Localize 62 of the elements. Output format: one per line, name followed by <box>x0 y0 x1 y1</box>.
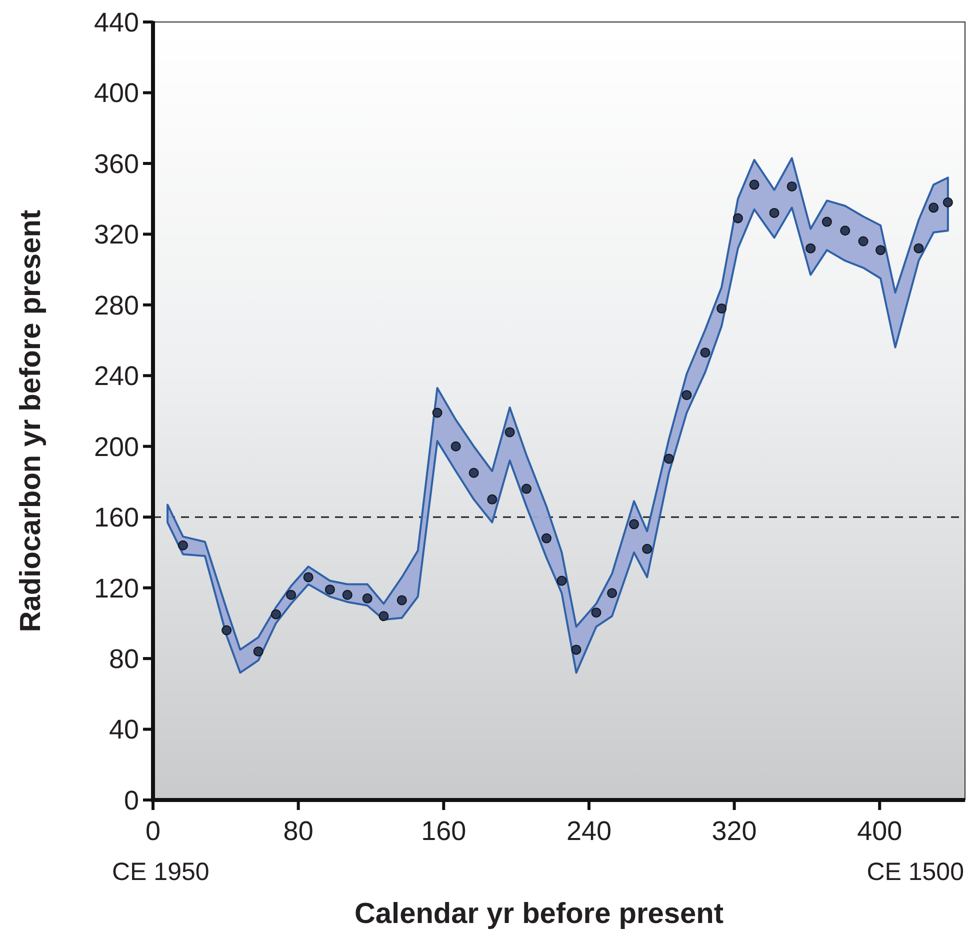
point <box>928 202 939 213</box>
point <box>642 544 652 554</box>
point <box>541 533 552 544</box>
text: CE 1500 <box>866 858 964 886</box>
point <box>664 454 674 464</box>
y-tick-label: 280 <box>94 290 139 320</box>
y-tick-label: 120 <box>94 573 139 604</box>
y-tick-label: 160 <box>94 502 139 533</box>
x-tick-label: 240 <box>566 816 612 846</box>
point <box>432 408 442 418</box>
point <box>396 595 407 606</box>
x-tick-label: 160 <box>421 816 466 846</box>
point <box>270 609 281 620</box>
point <box>222 625 232 636</box>
text: CE 1950 <box>112 858 210 886</box>
point <box>468 468 479 478</box>
point <box>303 572 314 582</box>
point <box>629 519 640 530</box>
y-tick-label: 400 <box>94 78 139 108</box>
point <box>700 348 710 358</box>
point <box>487 494 498 504</box>
y-tick-label: 40 <box>108 714 139 745</box>
point <box>591 608 602 618</box>
point <box>942 197 953 208</box>
point <box>286 590 296 600</box>
y-tick-label: 80 <box>108 644 139 674</box>
point <box>342 590 352 600</box>
point <box>571 644 582 655</box>
y-tick-label: 360 <box>94 148 139 179</box>
x-tick-label: 0 <box>145 816 161 846</box>
point <box>858 236 868 246</box>
point <box>769 208 780 218</box>
point <box>253 646 264 656</box>
y-tick-label: 200 <box>94 432 139 462</box>
y-tick-label: 240 <box>94 361 139 392</box>
point <box>914 243 924 254</box>
x-axis-title: Calendar yr before present <box>354 898 724 930</box>
point <box>504 427 515 438</box>
point <box>716 303 727 314</box>
y-tick-label: 320 <box>94 220 139 250</box>
y-axis-title: Radiocarbon yr before present <box>15 210 47 632</box>
point <box>732 213 743 224</box>
y-tick-label: 440 <box>94 7 139 38</box>
x-tick-label: 400 <box>857 816 902 846</box>
point <box>324 584 335 595</box>
point <box>362 593 372 604</box>
point <box>822 216 832 227</box>
point <box>556 576 567 586</box>
point <box>521 484 532 494</box>
point <box>806 243 816 254</box>
point <box>786 181 797 192</box>
x-tick-label: 80 <box>283 816 314 846</box>
point <box>178 540 188 550</box>
point <box>682 390 692 400</box>
y-tick-label: 0 <box>124 785 139 816</box>
x-tick-label: 320 <box>712 816 757 846</box>
point <box>378 611 389 622</box>
point <box>450 441 461 452</box>
point <box>607 588 618 598</box>
point <box>876 245 886 256</box>
point <box>840 226 850 236</box>
point <box>749 180 760 190</box>
